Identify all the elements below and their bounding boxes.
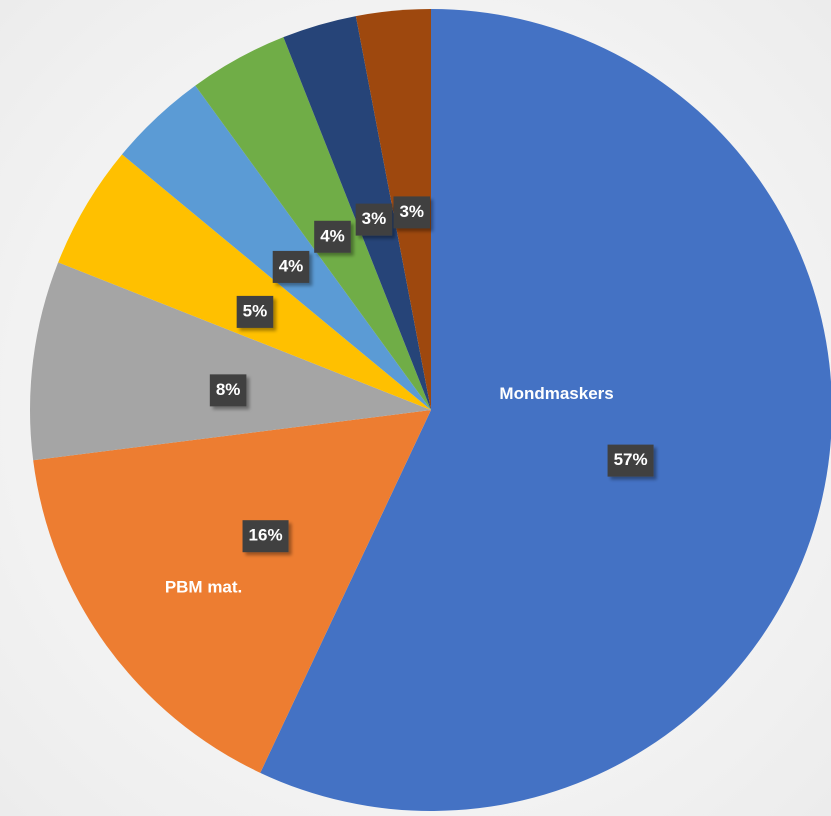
value-label: 5% xyxy=(243,301,268,320)
label-box xyxy=(393,196,431,229)
data-label: 3% xyxy=(355,203,393,236)
data-label: 4% xyxy=(314,220,351,253)
value-label: 3% xyxy=(399,202,424,221)
value-label: 3% xyxy=(362,209,387,228)
data-label: 57% xyxy=(607,444,654,477)
data-label: 3% xyxy=(393,196,431,229)
slice xyxy=(122,85,431,411)
slice xyxy=(195,37,431,410)
label-box xyxy=(607,444,654,477)
data-label: 4% xyxy=(272,250,310,283)
slice xyxy=(33,410,431,773)
slice xyxy=(355,9,431,410)
value-label: 57% xyxy=(614,450,648,469)
data-label: 8% xyxy=(209,374,247,407)
value-label: 16% xyxy=(249,526,283,545)
label-box xyxy=(272,250,310,283)
data-label: 5% xyxy=(236,295,274,328)
slice xyxy=(58,154,431,410)
category-label: Mondmaskers xyxy=(499,384,613,403)
label-box xyxy=(355,203,393,236)
label-box xyxy=(236,295,274,328)
value-label: 4% xyxy=(279,256,304,275)
label-box xyxy=(314,220,351,253)
value-label: 8% xyxy=(216,380,241,399)
label-box xyxy=(209,374,247,407)
value-label: 4% xyxy=(320,226,345,245)
slice xyxy=(260,9,831,811)
data-label: 16% xyxy=(242,520,289,553)
label-box xyxy=(242,520,289,553)
slice xyxy=(29,262,431,461)
pie xyxy=(29,9,831,811)
category-label: PBM mat. xyxy=(165,578,242,597)
labels: 57% Mondmaskers 16% PBM mat. 8% 5% 4% 4% 3% 3% xyxy=(165,196,654,597)
